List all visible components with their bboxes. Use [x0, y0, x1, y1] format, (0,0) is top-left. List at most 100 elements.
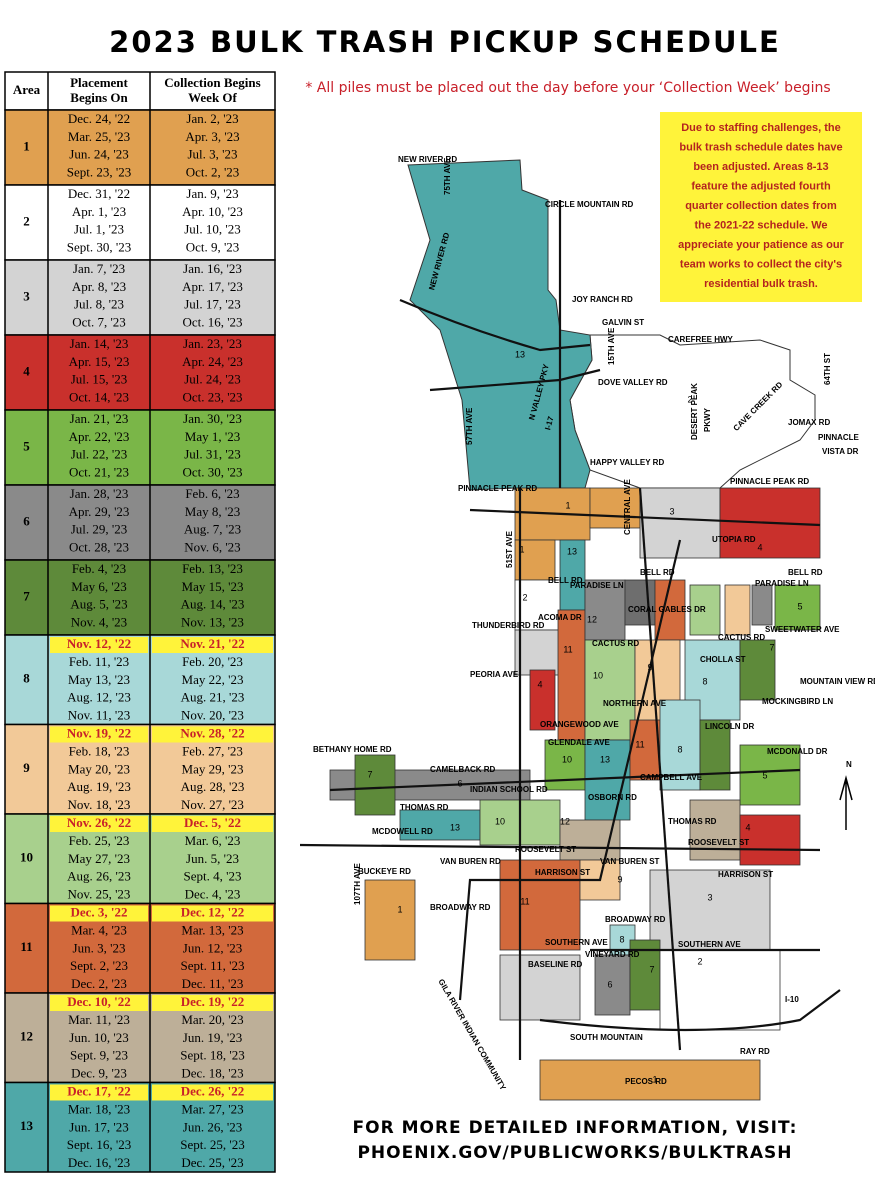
map-area-number: 9	[647, 662, 652, 672]
map-region	[739, 814, 801, 866]
placement-date: Apr. 29, '23	[69, 504, 130, 519]
placement-date: Mar. 4, '23	[71, 922, 127, 937]
collection-date: Sept. 11, '23	[181, 958, 245, 973]
map-label: JOY RANCH RD	[572, 295, 633, 304]
placement-date: May 6, '23	[71, 579, 126, 594]
placement-date: Dec. 9, '23	[71, 1065, 127, 1080]
map-area-number: 4	[537, 679, 542, 689]
notice-line: the 2021-22 schedule. We	[694, 219, 827, 231]
placement-date: Sept. 30, '23	[67, 239, 131, 254]
map-area-number: 4	[745, 822, 750, 832]
map-label: DOVE VALLEY RD	[598, 378, 668, 387]
collection-date: May 1, '23	[185, 429, 240, 444]
map-label: THUNDERBIRD RD	[472, 621, 545, 630]
collection-date: Jan. 2, '23	[186, 111, 238, 126]
notice-line: been adjusted. Areas 8-13	[693, 161, 828, 173]
placement-date: Jan. 21, '23	[70, 411, 129, 426]
map-label: MOCKINGBIRD LN	[762, 697, 833, 706]
area-number: 6	[23, 513, 30, 528]
collection-date: Feb. 13, '23	[182, 561, 243, 576]
area-number: 11	[20, 939, 32, 954]
placement-date: Nov. 11, '23	[68, 707, 130, 722]
collection-date: Jun. 26, '23	[183, 1119, 242, 1134]
map-label: CENTRAL AVE	[623, 478, 632, 535]
map-label: VAN BUREN ST	[600, 857, 660, 866]
map-road	[638, 487, 682, 1051]
placement-date: May 20, '23	[68, 761, 130, 776]
map-label: CAMPBELL AVE	[640, 773, 703, 782]
map-label: I-10	[785, 995, 799, 1004]
highlight-date: Nov. 19, '22	[67, 725, 131, 740]
map-area-number: 2	[687, 394, 692, 404]
placement-date: Jun. 17, '23	[69, 1119, 128, 1134]
map-region	[584, 579, 626, 641]
map-label: NORTHERN AVE	[603, 699, 667, 708]
map-area-number: 1	[652, 1074, 657, 1084]
map-region	[399, 809, 481, 841]
map-label: CACTUS RD	[718, 633, 765, 642]
map-label: VAN BUREN RD	[440, 857, 501, 866]
collection-date: Jul. 10, '23	[184, 222, 241, 237]
map-region	[584, 639, 636, 741]
map-label: HARRISON ST	[718, 870, 773, 879]
collection-date: Oct. 2, '23	[186, 164, 240, 179]
placement-date: Dec. 16, '23	[68, 1155, 130, 1170]
map-region	[354, 754, 396, 816]
map-label: MCDONALD DR	[767, 747, 828, 756]
map-region	[629, 939, 661, 1011]
map-label: PINNACLE	[818, 433, 860, 442]
map-label: INDIAN SCHOOL RD	[470, 785, 548, 794]
collection-date: Nov. 13, '23	[181, 614, 244, 629]
map-label: 75TH AVE	[443, 157, 452, 195]
collection-date: Apr. 3, '23	[185, 129, 239, 144]
map-label: PINNACLE PEAK RD	[730, 477, 809, 486]
highlight-date: Dec. 3, '22	[70, 904, 127, 919]
map-label: CACTUS RD	[592, 639, 639, 648]
map-area-number: 2	[522, 592, 527, 602]
highlight-cell	[50, 637, 148, 653]
map-label: ROOSEVELT ST	[515, 845, 576, 854]
area-number: 13	[20, 1118, 34, 1133]
highlight-cell	[152, 1084, 273, 1101]
collection-date: May 15, '23	[182, 579, 244, 594]
notice-line: residential bulk trash.	[704, 278, 818, 290]
area-row	[4, 409, 276, 486]
placement-date: Jun. 3, '23	[73, 940, 126, 955]
map-area-number: 8	[677, 744, 682, 754]
map-road	[469, 508, 821, 527]
map-label: N	[846, 760, 852, 769]
notice-line: team works to collect the city's	[680, 258, 842, 270]
notice-box	[660, 112, 862, 302]
collection-date: May 8, '23	[185, 504, 240, 519]
map-area-number: 13	[600, 754, 610, 764]
area-row	[4, 184, 276, 261]
area-row	[4, 484, 276, 561]
placement-date: Dec. 2, '23	[71, 976, 127, 991]
map-region	[559, 539, 586, 611]
placement-date: Sept. 16, '23	[67, 1137, 131, 1152]
map-label: CHOLLA ST	[700, 655, 746, 664]
placement-date: Nov. 25, '23	[68, 886, 131, 901]
map-label: PECOS RD	[625, 1077, 667, 1086]
collection-date: Aug. 28, '23	[181, 779, 245, 794]
map-label: SWEETWATER AVE	[765, 625, 840, 634]
area-row	[4, 559, 276, 636]
collection-date: Apr. 24, '23	[182, 354, 243, 369]
placement-date: Mar. 18, '23	[68, 1101, 130, 1116]
note: * All piles must be placed out the day b…	[305, 80, 830, 96]
map-region	[689, 584, 721, 636]
column-header: Placement	[70, 75, 128, 90]
collection-date: Oct. 30, '23	[182, 464, 242, 479]
highlight-date: Dec. 5, '22	[184, 815, 241, 830]
collection-date: Mar. 13, '23	[181, 922, 243, 937]
placement-date: May 13, '23	[68, 672, 130, 687]
map-region	[739, 639, 776, 701]
map-label: GILA RIVER INDIAN COMMUNITY	[436, 978, 508, 1093]
collection-date: May 22, '23	[182, 672, 244, 687]
map-area-number: 11	[563, 644, 572, 654]
map-region	[544, 739, 586, 791]
map-label: BUCKEYE RD	[358, 867, 411, 876]
collection-date: Dec. 4, '23	[185, 886, 241, 901]
collection-date: Jan. 30, '23	[183, 411, 242, 426]
